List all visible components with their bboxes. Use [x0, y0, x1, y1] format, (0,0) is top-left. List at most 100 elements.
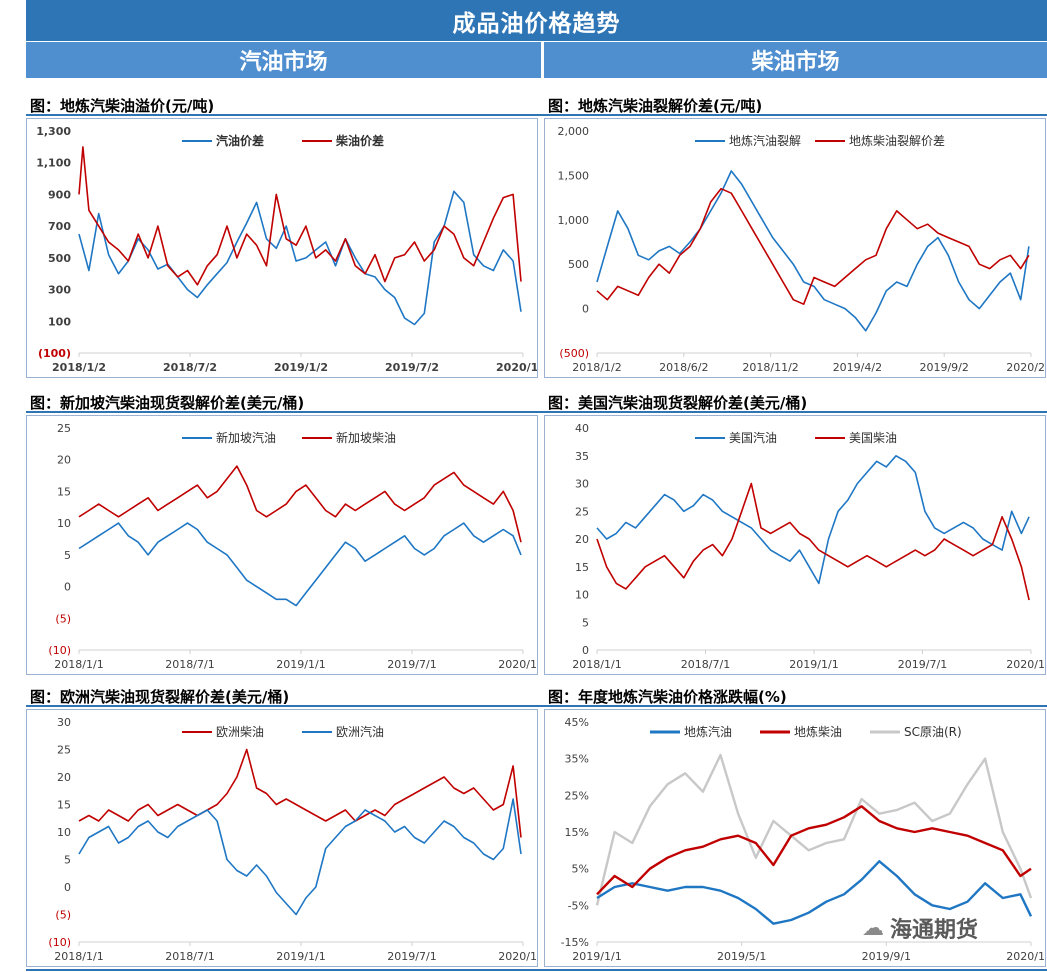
- chart-panel-1: 1,300 1,100 900 700 500 300 100 (100) 2018/1/2 20…: [26, 118, 538, 378]
- y-tick-label: (5): [55, 909, 71, 922]
- y-tick-label: 0: [64, 881, 71, 894]
- chart-panel-5: 30 25 20 15 10 5 0 (5) (10) 2018/1/1 2018/7/1 2019/…: [26, 709, 538, 967]
- y-tick-label: 25: [57, 422, 71, 435]
- y-tick-label: 20: [575, 533, 589, 546]
- x-tick-label: 2020/1/2: [496, 361, 537, 374]
- title-underline-3: [26, 705, 1047, 707]
- page-banner: 成品油价格趋势: [26, 0, 1047, 41]
- y-tick-label: 25: [57, 744, 71, 757]
- y-tick-label: 2,000: [558, 125, 590, 138]
- chart-title-1: 图：地炼汽柴油溢价(元/吨): [30, 97, 215, 115]
- y-tick-label: 45%: [565, 716, 589, 729]
- legend-label: 美国汽油: [729, 430, 777, 445]
- chart-panel-2: 2,000 1,500 1,000 500 0 (500) 2018/1/2 2018/6/2…: [544, 118, 1046, 378]
- y-tick-label: 1,100: [36, 157, 71, 170]
- series-line-0: [78, 748, 522, 838]
- x-tick-label: 2019/1/1: [789, 658, 838, 671]
- watermark: ☁ 海通期货: [862, 912, 978, 944]
- x-tick-label: 2018/11/2: [742, 361, 798, 374]
- y-tick-label: 10: [57, 826, 71, 839]
- legend-label: 欧洲汽油: [336, 724, 384, 739]
- chart-title-4: 图：美国汽柴油现货裂解价差(美元/桶): [548, 394, 808, 412]
- y-tick-label: 1,300: [36, 125, 71, 138]
- y-tick-label: 1,500: [558, 169, 590, 182]
- series-line-1: [596, 482, 1030, 601]
- y-tick-label: -5%: [568, 899, 589, 912]
- chart-panel-4: 40 35 30 25 20 15 10 5 0 2018/1/1 2018/7/1 2019/1/1…: [544, 415, 1046, 675]
- y-tick-label: -15%: [561, 936, 589, 949]
- y-tick-label: 30: [57, 716, 71, 729]
- y-tick-label: 15%: [565, 826, 589, 839]
- page-title: 成品油价格趋势: [452, 10, 621, 37]
- x-tick-label: 2019/5/1: [717, 950, 766, 963]
- legend-label: 地炼柴油裂解价差: [849, 133, 945, 148]
- series-line-1: [596, 805, 1032, 896]
- x-tick-label: 2020/1/1: [498, 658, 537, 671]
- x-tick-label: 2018/7/1: [681, 658, 730, 671]
- y-tick-label: 0: [64, 581, 71, 594]
- x-tick-label: 2018/1/1: [572, 658, 621, 671]
- x-tick-label: 2019/1/1: [572, 950, 621, 963]
- y-tick-label: 5%: [572, 863, 589, 876]
- y-tick-label: 1,000: [558, 214, 590, 227]
- series-line-1: [78, 465, 522, 543]
- y-tick-label: (100): [38, 347, 71, 360]
- chart-title-3: 图：新加坡汽柴油现货裂解价差(美元/桶): [30, 394, 305, 412]
- title-underline-2: [26, 411, 1047, 413]
- chart-panel-3: 25 20 15 10 5 0 (5) (10) 2018/1/1 2018/7/1 2019/1/…: [26, 415, 538, 675]
- legend-label: 地炼柴油: [794, 724, 842, 739]
- legend-label: 新加坡柴油: [336, 430, 396, 445]
- y-tick-label: 500: [568, 258, 589, 271]
- y-tick-label: 40: [575, 422, 589, 435]
- chart-panel-6: 45% 35% 25% 15% 5% -5% -15% 2019/1/1 2019/5/1 201…: [544, 709, 1046, 967]
- y-tick-label: 5: [64, 854, 71, 867]
- y-tick-label: 15: [57, 799, 71, 812]
- x-tick-label: 2019/1/1: [276, 950, 325, 963]
- x-tick-label: 2019/7/1: [387, 658, 436, 671]
- x-tick-label: 2018/1/1: [54, 950, 103, 963]
- section-header-diesel: 柴油市场: [544, 42, 1047, 78]
- series-line-0: [596, 170, 1030, 332]
- x-tick-label: 2018/7/2: [163, 361, 217, 374]
- x-tick-label: 2019/1/1: [276, 658, 325, 671]
- legend-label: 新加坡汽油: [216, 430, 276, 445]
- legend-label: 美国柴油: [849, 431, 897, 445]
- y-tick-label: 300: [48, 284, 71, 297]
- y-tick-label: 15: [57, 485, 71, 498]
- x-tick-label: 2019/9/2: [919, 361, 968, 374]
- series-line-1: [78, 798, 522, 916]
- watermark-text: 海通期货: [890, 918, 979, 943]
- series-line-1: [78, 146, 522, 286]
- y-tick-label: 35: [575, 450, 589, 463]
- y-tick-label: 10: [57, 517, 71, 530]
- y-tick-label: 700: [48, 220, 71, 233]
- y-tick-label: 20: [57, 454, 71, 467]
- y-tick-label: 20: [57, 771, 71, 784]
- y-tick-label: (10): [48, 644, 71, 657]
- legend-label: 柴油价差: [335, 133, 384, 148]
- y-tick-label: 500: [48, 252, 71, 265]
- series-line-0: [78, 522, 522, 607]
- y-tick-label: (500): [559, 347, 589, 360]
- y-tick-label: 10: [575, 589, 589, 602]
- y-tick-label: (10): [48, 936, 71, 949]
- y-tick-label: 35%: [565, 753, 589, 766]
- title-underline-1: [26, 114, 1047, 116]
- y-tick-label: 5: [582, 616, 589, 629]
- x-tick-label: 2018/7/1: [165, 950, 214, 963]
- y-tick-label: 15: [575, 561, 589, 574]
- y-tick-label: 5: [64, 549, 71, 562]
- x-tick-label: 2018/1/2: [572, 361, 621, 374]
- series-line-0: [596, 455, 1030, 585]
- x-tick-label: 2019/7/2: [385, 361, 439, 374]
- x-tick-label: 2018/1/1: [54, 658, 103, 671]
- x-tick-label: 2020/1/1: [1006, 658, 1045, 671]
- legend-label: 地炼汽油裂解: [729, 133, 801, 148]
- legend-label: 汽油价差: [216, 133, 264, 148]
- legend-label: 欧洲柴油: [216, 725, 264, 739]
- chart-title-5: 图：欧洲汽柴油现货裂解价差(美元/桶): [30, 688, 290, 706]
- y-tick-label: 900: [48, 188, 71, 201]
- y-tick-label: 30: [575, 478, 589, 491]
- chart-title-2: 图：地炼汽柴油裂解价差(元/吨): [548, 97, 763, 115]
- y-tick-label: 25%: [565, 789, 589, 802]
